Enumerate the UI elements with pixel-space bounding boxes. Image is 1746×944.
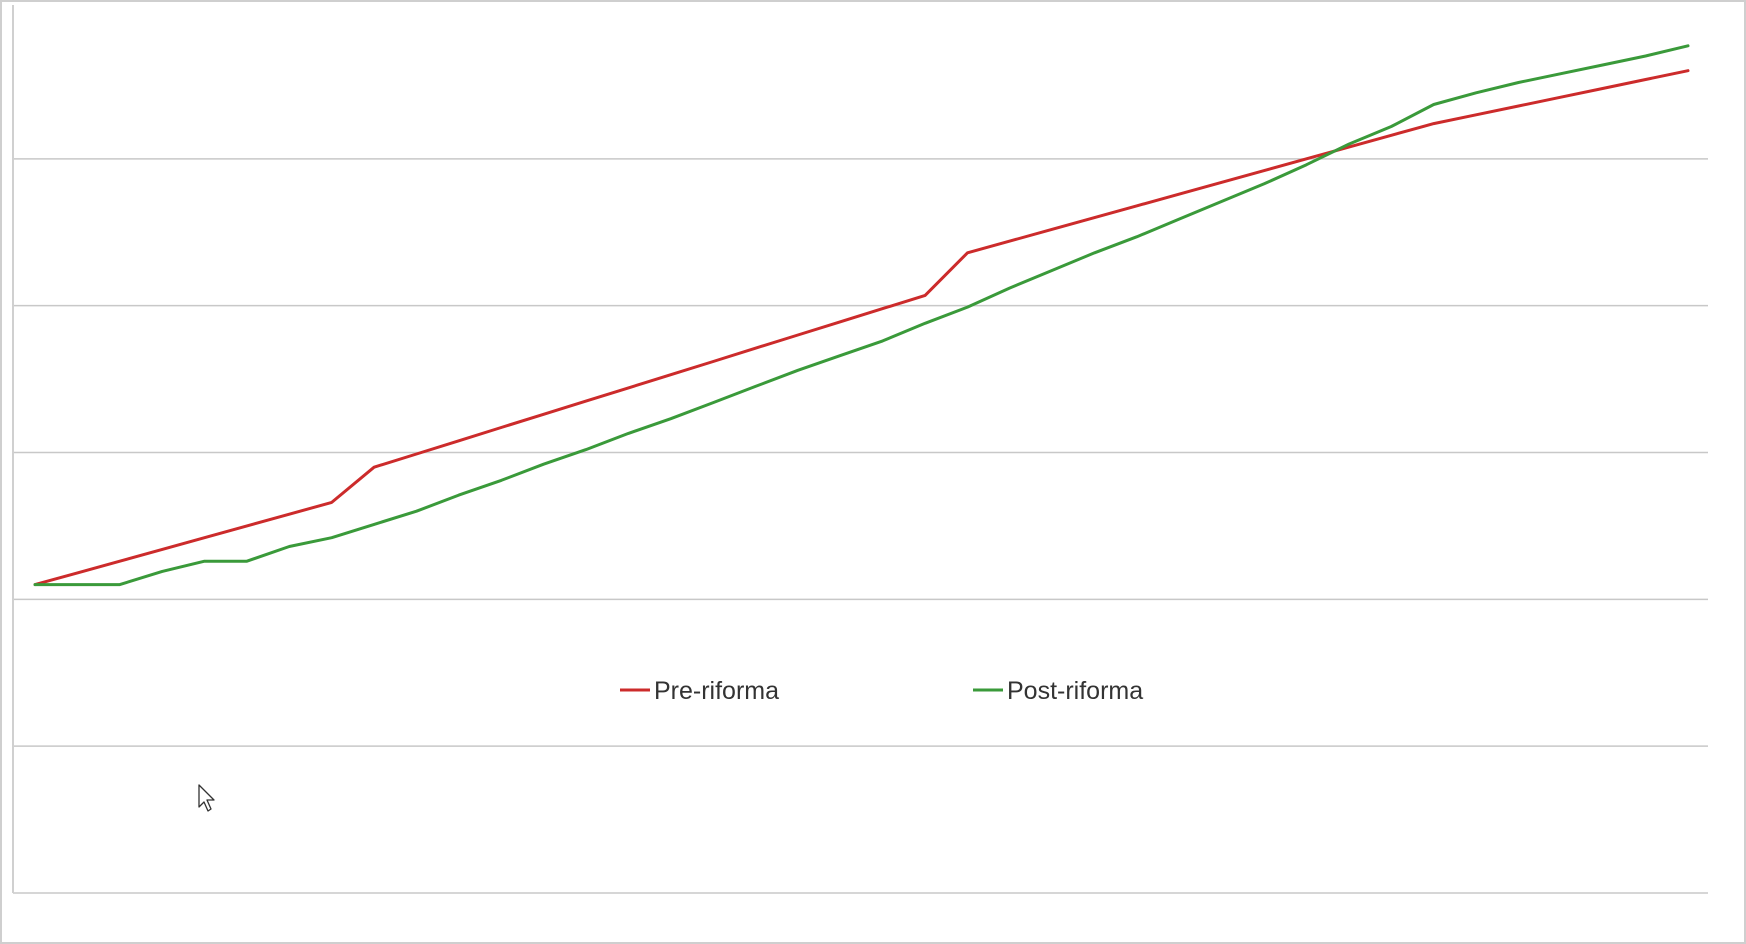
legend-entry-pre-riforma: Pre-riforma bbox=[620, 677, 779, 705]
legend-label-pre-riforma: Pre-riforma bbox=[654, 677, 779, 705]
legend-label-post-riforma: Post-riforma bbox=[1007, 677, 1143, 705]
legend: Pre-riforma Post-riforma bbox=[620, 677, 1143, 705]
series-lines bbox=[33, 44, 1690, 587]
series-line-post-riforma bbox=[33, 44, 1690, 587]
mouse-cursor-icon bbox=[198, 784, 215, 812]
gridlines bbox=[13, 158, 1708, 894]
legend-entry-post-riforma: Post-riforma bbox=[973, 677, 1143, 705]
series-line-pre-riforma bbox=[33, 69, 1690, 587]
